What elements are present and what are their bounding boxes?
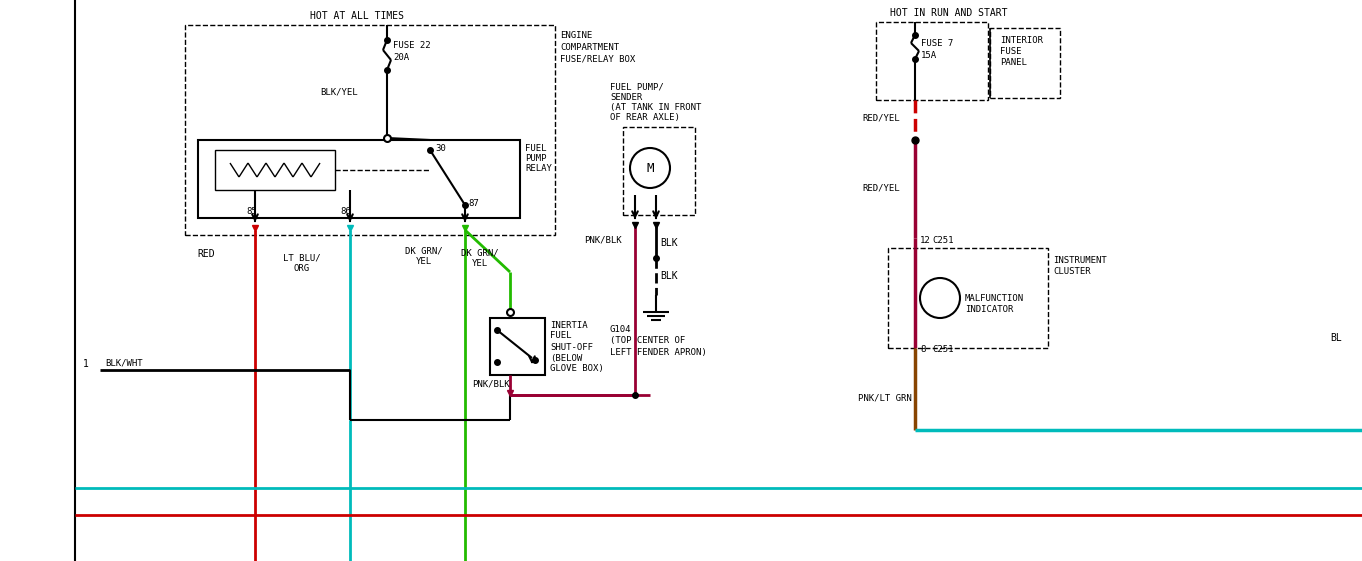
Circle shape — [631, 148, 670, 188]
Text: BL: BL — [1331, 333, 1342, 343]
Text: FUEL PUMP/: FUEL PUMP/ — [610, 82, 663, 91]
Bar — [197, 140, 520, 218]
Text: INDICATOR: INDICATOR — [966, 305, 1013, 314]
Text: PNK/LT GRN: PNK/LT GRN — [858, 393, 911, 402]
Text: PNK/BLK: PNK/BLK — [584, 236, 621, 245]
Text: 87: 87 — [469, 199, 479, 208]
Text: 20A: 20A — [394, 53, 409, 62]
Text: ENGINE: ENGINE — [560, 30, 592, 39]
Bar — [185, 25, 554, 235]
Text: CLUSTER: CLUSTER — [1053, 266, 1091, 275]
Text: 1: 1 — [83, 359, 89, 369]
Bar — [215, 150, 335, 190]
Text: INTERIOR: INTERIOR — [1000, 35, 1043, 44]
Text: 15A: 15A — [921, 50, 937, 59]
Text: G104: G104 — [610, 325, 632, 334]
Text: LEFT FENDER APRON): LEFT FENDER APRON) — [610, 347, 707, 356]
Bar — [876, 22, 987, 100]
Text: BLK/YEL: BLK/YEL — [320, 88, 358, 96]
Text: SHUT-OFF: SHUT-OFF — [550, 343, 592, 352]
Text: LT BLU/
ORG: LT BLU/ ORG — [283, 254, 321, 273]
Text: HOT AT ALL TIMES: HOT AT ALL TIMES — [311, 11, 405, 21]
Text: (BELOW: (BELOW — [550, 353, 582, 362]
Text: C251: C251 — [932, 236, 953, 245]
Text: PUMP: PUMP — [524, 154, 546, 163]
Text: FUSE/RELAY BOX: FUSE/RELAY BOX — [560, 54, 635, 63]
Text: DK GRN/
YEL: DK GRN/ YEL — [405, 246, 443, 266]
Text: 12: 12 — [919, 236, 930, 245]
Text: M: M — [646, 162, 654, 174]
Text: OF REAR AXLE): OF REAR AXLE) — [610, 113, 680, 122]
Text: RED/YEL: RED/YEL — [862, 113, 900, 122]
Text: SENDER: SENDER — [610, 93, 643, 102]
Text: HOT IN RUN AND START: HOT IN RUN AND START — [889, 8, 1008, 18]
Text: 30: 30 — [434, 144, 445, 153]
Text: PNK/BLK: PNK/BLK — [473, 379, 509, 389]
Text: C251: C251 — [932, 346, 953, 355]
Text: BLK: BLK — [661, 238, 678, 248]
Text: 8: 8 — [919, 346, 925, 355]
Text: BLK/WHT: BLK/WHT — [105, 358, 143, 367]
Bar — [888, 248, 1047, 348]
Text: FUSE 22: FUSE 22 — [394, 40, 430, 49]
Text: RED: RED — [197, 249, 215, 259]
Text: INERTIA: INERTIA — [550, 320, 587, 329]
Text: MALFUNCTION: MALFUNCTION — [966, 293, 1024, 302]
Text: 86: 86 — [340, 206, 351, 215]
Text: FUSE 7: FUSE 7 — [921, 39, 953, 48]
Text: RED/YEL: RED/YEL — [862, 183, 900, 192]
Text: BLK: BLK — [661, 271, 678, 281]
Bar — [622, 127, 695, 215]
Text: INSTRUMENT: INSTRUMENT — [1053, 255, 1107, 264]
Text: PANEL: PANEL — [1000, 57, 1027, 67]
Text: RELAY: RELAY — [524, 163, 552, 172]
Text: (AT TANK IN FRONT: (AT TANK IN FRONT — [610, 103, 701, 112]
Bar — [490, 318, 545, 375]
Text: GLOVE BOX): GLOVE BOX) — [550, 365, 603, 374]
Text: FUSE: FUSE — [1000, 47, 1022, 56]
Text: FUEL: FUEL — [524, 144, 546, 153]
Circle shape — [919, 278, 960, 318]
Text: DK GRN/
YEL: DK GRN/ YEL — [462, 249, 498, 268]
Text: (TOP CENTER OF: (TOP CENTER OF — [610, 337, 685, 346]
Text: COMPARTMENT: COMPARTMENT — [560, 43, 620, 52]
Text: FUEL: FUEL — [550, 332, 572, 341]
Text: 85: 85 — [247, 206, 257, 215]
Bar — [990, 28, 1060, 98]
